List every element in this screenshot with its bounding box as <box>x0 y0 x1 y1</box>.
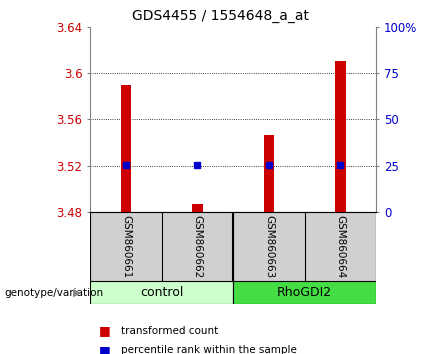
Bar <box>233 281 376 304</box>
Bar <box>335 61 346 212</box>
Text: ▶: ▶ <box>73 288 81 298</box>
Text: ■: ■ <box>99 325 111 337</box>
Bar <box>121 85 131 212</box>
Bar <box>264 135 274 212</box>
Text: GSM860661: GSM860661 <box>121 215 131 279</box>
Text: control: control <box>140 286 183 299</box>
Text: transformed count: transformed count <box>121 326 218 336</box>
Text: RhoGDI2: RhoGDI2 <box>277 286 332 299</box>
Text: GSM860664: GSM860664 <box>335 215 345 279</box>
Text: percentile rank within the sample: percentile rank within the sample <box>121 346 297 354</box>
Text: GSM860663: GSM860663 <box>264 215 274 279</box>
Bar <box>192 204 203 212</box>
Bar <box>90 281 233 304</box>
Text: genotype/variation: genotype/variation <box>4 288 103 298</box>
Text: GSM860662: GSM860662 <box>192 215 202 279</box>
Text: ■: ■ <box>99 344 111 354</box>
Text: GDS4455 / 1554648_a_at: GDS4455 / 1554648_a_at <box>132 9 308 23</box>
